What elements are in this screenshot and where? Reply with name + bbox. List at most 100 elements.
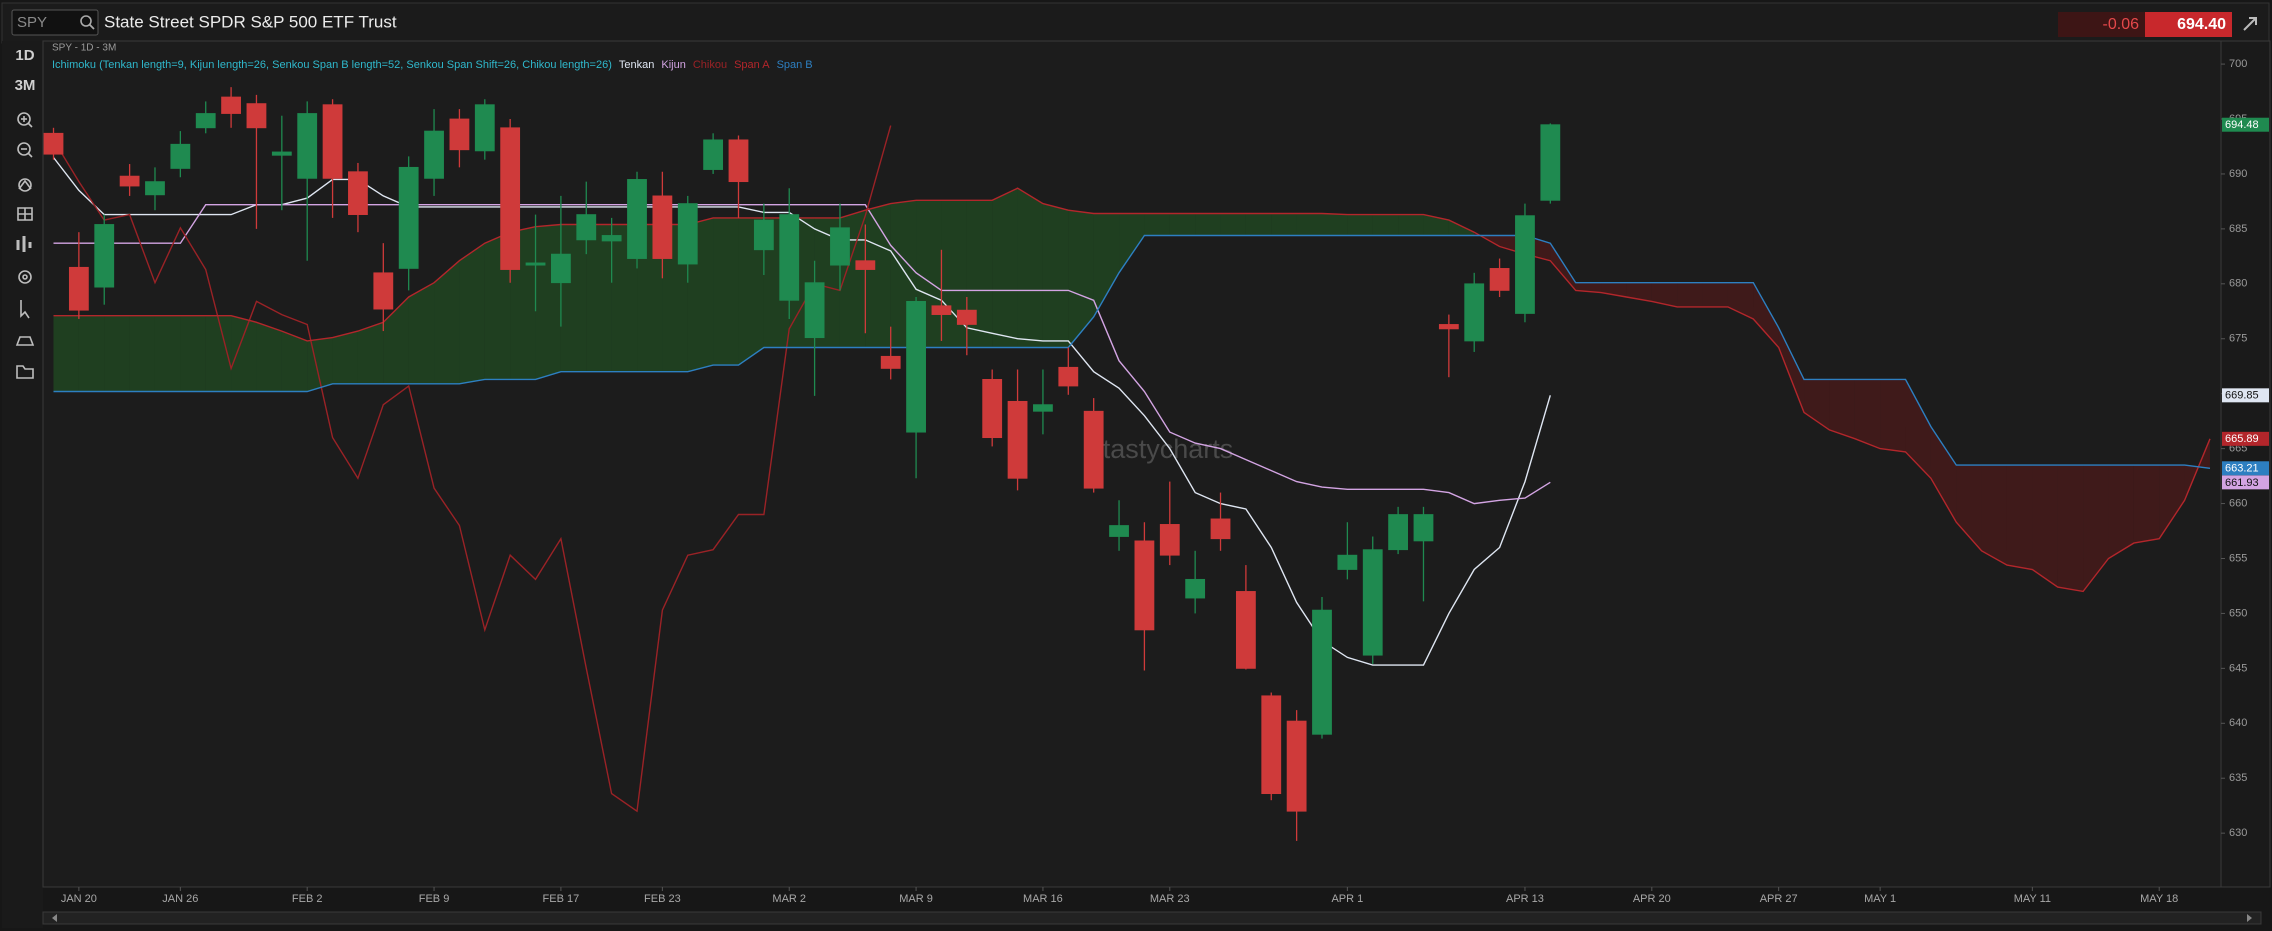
candle-body bbox=[373, 272, 394, 310]
candle-body bbox=[1286, 720, 1307, 812]
settings-icon[interactable] bbox=[18, 270, 32, 284]
candle-body bbox=[1210, 518, 1231, 540]
candle-body bbox=[348, 171, 368, 215]
x-tick-label: APR 1 bbox=[1331, 893, 1363, 905]
chart-title: SPY - 1D - 3M bbox=[52, 43, 116, 54]
cloud-segment bbox=[459, 243, 485, 384]
range-button[interactable]: 3M bbox=[15, 77, 36, 94]
scroll-right[interactable] bbox=[2247, 914, 2252, 922]
cloud-segment bbox=[1017, 188, 1043, 348]
candle-body bbox=[500, 127, 521, 270]
candle-body bbox=[982, 378, 1003, 439]
candle-body bbox=[906, 300, 926, 433]
candle-body bbox=[1235, 591, 1256, 669]
last-value-tag bbox=[2222, 431, 2269, 446]
cloud-segment bbox=[1880, 379, 1906, 452]
scroll-left[interactable] bbox=[52, 914, 57, 922]
symbol-input[interactable] bbox=[11, 9, 99, 36]
candle-body bbox=[271, 151, 292, 156]
x-tick-label: MAY 18 bbox=[2140, 893, 2178, 905]
cloud-segment bbox=[1448, 220, 1475, 236]
indicator-line bbox=[53, 204, 1551, 505]
cloud-segment bbox=[281, 331, 308, 392]
candle-body bbox=[1489, 268, 1510, 291]
candle-body bbox=[1540, 124, 1561, 201]
cloud-segment bbox=[1347, 214, 1373, 236]
cloud-segment bbox=[1804, 379, 1830, 430]
x-tick-label: MAR 9 bbox=[899, 893, 933, 905]
legend-entry: Chikou bbox=[693, 59, 727, 71]
studies-icon[interactable] bbox=[18, 178, 32, 192]
cloud-segment bbox=[1905, 379, 1931, 479]
candle-body bbox=[880, 355, 901, 369]
candle-body bbox=[246, 103, 267, 129]
candle-body bbox=[297, 113, 318, 179]
cloud-segment bbox=[2083, 465, 2109, 592]
search-icon[interactable] bbox=[80, 15, 92, 27]
cloud-segment bbox=[2032, 465, 2058, 588]
zoom-in-icon[interactable] bbox=[17, 112, 31, 126]
candle-body bbox=[1185, 578, 1206, 599]
legend-entry: Span A bbox=[734, 59, 770, 71]
cloud-segment bbox=[256, 322, 282, 392]
candle-body bbox=[1134, 540, 1155, 631]
last-value-label: 661.93 bbox=[2225, 477, 2259, 489]
candle-body bbox=[601, 235, 622, 242]
candle-body bbox=[855, 260, 876, 270]
last-value-label: 694.48 bbox=[2225, 119, 2259, 131]
candle-body bbox=[322, 104, 343, 179]
candle-body bbox=[1261, 695, 1282, 795]
zoom-out-icon[interactable] bbox=[17, 142, 31, 156]
drawing-icon[interactable] bbox=[17, 207, 33, 221]
candle-body bbox=[525, 262, 546, 266]
y-tick-label: 660 bbox=[2229, 497, 2247, 509]
study-label: Ichimoku (Tenkan length=9, Kijun length=… bbox=[52, 59, 612, 71]
indicator-line bbox=[53, 187, 2211, 593]
chart-style-icon[interactable] bbox=[16, 236, 32, 252]
indicator-line bbox=[52, 157, 1551, 666]
cursor-icon[interactable] bbox=[20, 300, 30, 319]
x-tick-label: MAR 2 bbox=[772, 893, 806, 905]
candle-body bbox=[398, 166, 419, 269]
cloud-segment bbox=[1829, 379, 1855, 439]
last-value-tag bbox=[2222, 461, 2269, 476]
candle-body bbox=[170, 143, 191, 169]
x-tick-label: APR 27 bbox=[1760, 893, 1798, 905]
candle-body bbox=[703, 139, 724, 170]
layout-icon[interactable] bbox=[15, 336, 35, 346]
cloud-segment bbox=[1727, 282, 1754, 319]
cloud-segment bbox=[1398, 214, 1424, 236]
legend-entry: Span B bbox=[777, 59, 813, 71]
last-value-label: 663.21 bbox=[2225, 463, 2259, 475]
candle-body bbox=[830, 227, 850, 266]
legend: Ichimoku (Tenkan length=9, Kijun length=… bbox=[52, 59, 813, 71]
cloud-segment bbox=[637, 224, 663, 372]
cloud-segment bbox=[1271, 213, 1297, 236]
cloud-segment bbox=[1651, 282, 1678, 307]
x-tick-label: APR 20 bbox=[1633, 893, 1671, 905]
last-value-label: 669.85 bbox=[2225, 390, 2259, 402]
instrument-title: State Street SPDR S&P 500 ETF Trust bbox=[104, 12, 397, 31]
cloud-segment bbox=[611, 224, 638, 372]
tool-icons bbox=[15, 112, 35, 379]
candle-body bbox=[804, 282, 825, 339]
cloud-segment bbox=[1169, 213, 1196, 236]
candle-body bbox=[1515, 215, 1535, 314]
cloud-segment bbox=[1372, 214, 1399, 236]
y-tick-label: 690 bbox=[2229, 168, 2247, 180]
interval-button[interactable]: 1D bbox=[15, 47, 34, 64]
last-value-tag bbox=[2222, 117, 2269, 132]
candle-body bbox=[677, 203, 698, 265]
cloud-segment bbox=[408, 282, 435, 384]
x-tick-label: FEB 23 bbox=[644, 893, 681, 905]
candle-body bbox=[1058, 366, 1079, 387]
popout-icon[interactable] bbox=[2243, 17, 2257, 31]
scrollbar[interactable] bbox=[42, 911, 2262, 925]
x-tick-label: APR 13 bbox=[1506, 893, 1544, 905]
folder-icon[interactable] bbox=[16, 365, 34, 379]
cloud-segment bbox=[941, 200, 967, 348]
symbol-text[interactable]: SPY bbox=[17, 14, 47, 31]
x-tick-label: JAN 20 bbox=[61, 893, 97, 905]
last-value-tag bbox=[2222, 388, 2269, 403]
x-tick-label: MAY 11 bbox=[2014, 893, 2051, 905]
